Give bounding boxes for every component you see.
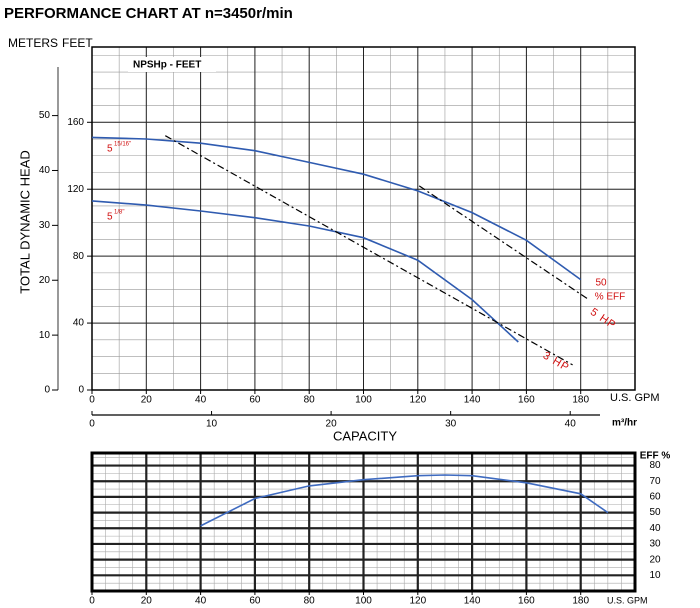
chart-title: PERFORMANCE CHART AT n=3450r/min: [4, 5, 293, 22]
y2-tick-label: 50: [39, 110, 51, 121]
x-tick-label: 140: [464, 596, 481, 607]
x-unit: U.S. GPM: [610, 392, 660, 404]
annotation-bg: [128, 57, 216, 72]
x-tick-label: 160: [518, 395, 535, 406]
curve: [91, 136, 582, 281]
y-tick-label: 70: [649, 476, 661, 487]
annotation: NPSHp - FEET: [133, 60, 201, 71]
x-tick-label: 160: [518, 596, 535, 607]
hp-label: 5 HP: [588, 306, 618, 332]
x-tick-label: 140: [464, 395, 481, 406]
power-line: [165, 135, 573, 366]
curve-label: 5: [107, 212, 113, 223]
y-tick-label: 80: [73, 251, 85, 262]
x-tick-label: 100: [355, 596, 372, 607]
y2-tick-label: 30: [39, 220, 51, 231]
y-tick-label: 40: [649, 523, 661, 534]
y-tick-label: 60: [649, 492, 661, 503]
x-tick-label: 0: [89, 596, 95, 607]
x2-tick-label: 40: [565, 419, 577, 430]
x-unit: U.S. GPM: [607, 595, 648, 605]
curve-label-sup: 15/16": [114, 142, 131, 148]
x-label: CAPACITY: [333, 428, 397, 443]
x-tick-label: 20: [141, 395, 153, 406]
x-tick-label: 80: [304, 596, 316, 607]
y-tick-label: 0: [78, 385, 84, 396]
eff-label: 50: [595, 278, 607, 289]
x-tick-label: 180: [572, 395, 589, 406]
curve: [91, 200, 519, 343]
y-tick-label: 20: [649, 554, 661, 565]
x-tick-label: 40: [195, 395, 207, 406]
x-tick-label: 180: [572, 596, 589, 607]
plot-frame: [91, 46, 636, 391]
y2-tick-label: 10: [39, 330, 51, 341]
y2-tick-label: 20: [39, 275, 51, 286]
x2-tick-label: 10: [206, 419, 218, 430]
y2-tick-label: 0: [44, 385, 50, 396]
x-tick-label: 40: [195, 596, 207, 607]
y-tick-label: 50: [649, 507, 661, 518]
y-tick-label: 120: [67, 184, 84, 195]
x-tick-label: 60: [249, 596, 261, 607]
x-tick-label: 0: [89, 395, 95, 406]
plot-frame: [90, 451, 637, 593]
y-tick-label: 160: [67, 117, 84, 128]
power-line: [418, 185, 590, 301]
curve: [200, 474, 609, 527]
y-tick-label: 40: [73, 318, 85, 329]
x-tick-label: 20: [141, 596, 153, 607]
x2-unit: m³/hr: [612, 418, 637, 429]
y2-unit: METERS: [8, 36, 58, 50]
y-tick-label: 30: [649, 539, 661, 550]
y-tick-label: 10: [649, 570, 661, 581]
y-unit: FEET: [62, 36, 93, 50]
x2-tick-label: 20: [326, 419, 338, 430]
curve-label-sup: 1/8": [114, 210, 124, 216]
x2-tick-label: 30: [445, 419, 457, 430]
x-tick-label: 120: [409, 395, 426, 406]
eff-axis-label: EFF %: [640, 451, 671, 462]
x-tick-label: 60: [249, 395, 261, 406]
y-label: TOTAL DYNAMIC HEAD: [17, 150, 32, 294]
eff-label: % EFF: [595, 292, 626, 303]
x-tick-label: 80: [304, 395, 316, 406]
x-tick-label: 100: [355, 395, 372, 406]
y-tick-label: 80: [649, 460, 661, 471]
hp-label: 3 HP: [541, 350, 572, 375]
x-tick-label: 120: [409, 596, 426, 607]
curve-label: 5: [107, 144, 113, 155]
y2-tick-label: 40: [39, 165, 51, 176]
x2-tick-label: 0: [89, 419, 95, 430]
